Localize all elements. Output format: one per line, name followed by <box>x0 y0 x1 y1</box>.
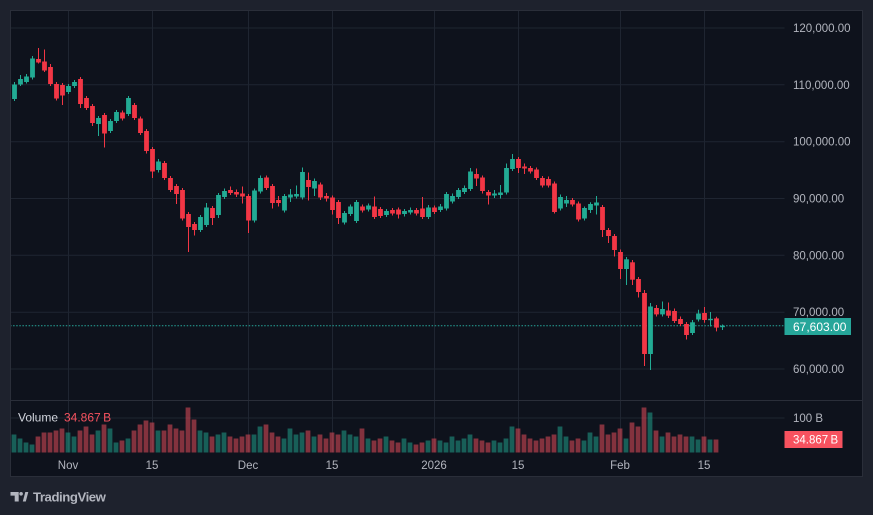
svg-text:100 B: 100 B <box>793 413 823 425</box>
svg-text:TradingView: TradingView <box>33 490 107 505</box>
svg-text:60,000.00: 60,000.00 <box>793 364 844 376</box>
svg-text:120,000.00: 120,000.00 <box>793 23 851 35</box>
svg-text:15: 15 <box>512 460 525 472</box>
svg-text:80,000.00: 80,000.00 <box>793 250 844 262</box>
svg-text:34.867 B: 34.867 B <box>793 435 838 447</box>
svg-text:67,603.00: 67,603.00 <box>793 320 847 334</box>
svg-text:Dec: Dec <box>238 460 259 472</box>
svg-text:100,000.00: 100,000.00 <box>793 137 851 149</box>
svg-text:15: 15 <box>326 460 339 472</box>
svg-text:Feb: Feb <box>610 460 630 472</box>
svg-text:Volume: Volume <box>18 411 58 425</box>
svg-text:70,000.00: 70,000.00 <box>793 307 844 319</box>
svg-text:34.867 B: 34.867 B <box>64 411 111 425</box>
svg-text:15: 15 <box>698 460 711 472</box>
svg-text:110,000.00: 110,000.00 <box>793 80 850 92</box>
svg-text:15: 15 <box>146 460 159 472</box>
svg-text:2026: 2026 <box>421 460 447 472</box>
svg-text:90,000.00: 90,000.00 <box>793 194 844 206</box>
svg-text:Nov: Nov <box>58 460 79 472</box>
